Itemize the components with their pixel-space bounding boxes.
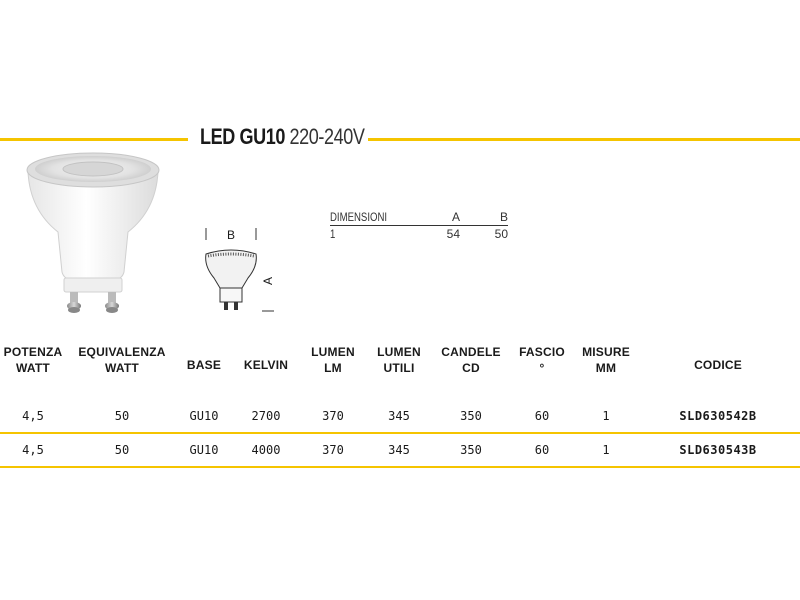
dimensions-header-label: DIMENSIONI <box>330 210 388 224</box>
cell-kelvin: 2700 <box>230 400 302 434</box>
cell-base: GU10 <box>178 400 230 434</box>
cell-lumen-lm: 370 <box>302 433 364 468</box>
product-name: LED GU10 <box>200 124 285 149</box>
table-row: 4,5 50 GU10 2700 370 345 350 60 1 SLD630… <box>0 400 800 434</box>
cell-lumen-lm: 370 <box>302 400 364 434</box>
cell-codice: SLD630542B <box>636 400 800 434</box>
cell-lumen-utili: 345 <box>364 433 434 468</box>
table-header-row: POTENZA WATT EQUIVALENZA WATT BASE KELVIN … <box>0 344 800 400</box>
dimensions-header-b: B <box>499 210 508 224</box>
product-table: POTENZA WATT EQUIVALENZA WATT BASE KELVIN … <box>0 344 800 468</box>
column-header-lumen-lm: LUMEN LM <box>311 345 355 375</box>
cell-potenza: 4,5 <box>0 400 66 434</box>
dimensions-a-value: 54 <box>446 227 460 241</box>
column-header-potenza: POTENZA WATT <box>3 345 63 375</box>
cell-misure: 1 <box>576 400 636 434</box>
title-rule-left <box>0 138 188 141</box>
title-rule-right <box>368 138 800 141</box>
column-header-equivalenza: EQUIVALENZA WATT <box>78 345 166 375</box>
cell-equivalenza: 50 <box>66 400 178 434</box>
column-header-misure: MISURE MM <box>582 345 630 375</box>
cell-base: GU10 <box>178 433 230 468</box>
dimensions-table: DIMENSIONI A B 1 54 50 <box>330 209 508 242</box>
product-voltage: 220-240V <box>289 124 365 149</box>
dimensions-row: 1 54 50 <box>330 226 508 242</box>
cell-candele: 350 <box>434 433 508 468</box>
cell-kelvin: 4000 <box>230 433 302 468</box>
cell-candele: 350 <box>434 400 508 434</box>
cell-codice: SLD630543B <box>636 433 800 468</box>
dimensions-header-a: A <box>451 210 460 224</box>
column-header-fascio: FASCIO ° <box>519 345 565 375</box>
column-header-lumen-utili: LUMEN UTILI <box>377 345 421 375</box>
cell-fascio: 60 <box>508 433 576 468</box>
dimensions-header-row: DIMENSIONI A B <box>330 209 508 226</box>
column-header-base: BASE <box>186 358 222 372</box>
cell-equivalenza: 50 <box>66 433 178 468</box>
cell-potenza: 4,5 <box>0 433 66 468</box>
bulb-image <box>18 150 168 320</box>
cell-fascio: 60 <box>508 400 576 434</box>
drawing-label-b: B <box>227 228 236 242</box>
column-header-kelvin: KELVIN <box>243 358 289 372</box>
cell-misure: 1 <box>576 433 636 468</box>
dimension-drawing: B A <box>196 226 286 318</box>
cell-lumen-utili: 345 <box>364 400 434 434</box>
table-row: 4,5 50 GU10 4000 370 345 350 60 1 SLD630… <box>0 433 800 468</box>
column-header-candele: CANDELE CD <box>441 345 501 375</box>
dimensions-size: 1 <box>330 227 336 241</box>
drawing-label-a: A <box>261 276 276 286</box>
column-header-codice: CODICE <box>694 358 742 372</box>
page-title: LED GU10 220-240V <box>200 124 365 154</box>
dimensions-b-value: 50 <box>494 227 508 241</box>
